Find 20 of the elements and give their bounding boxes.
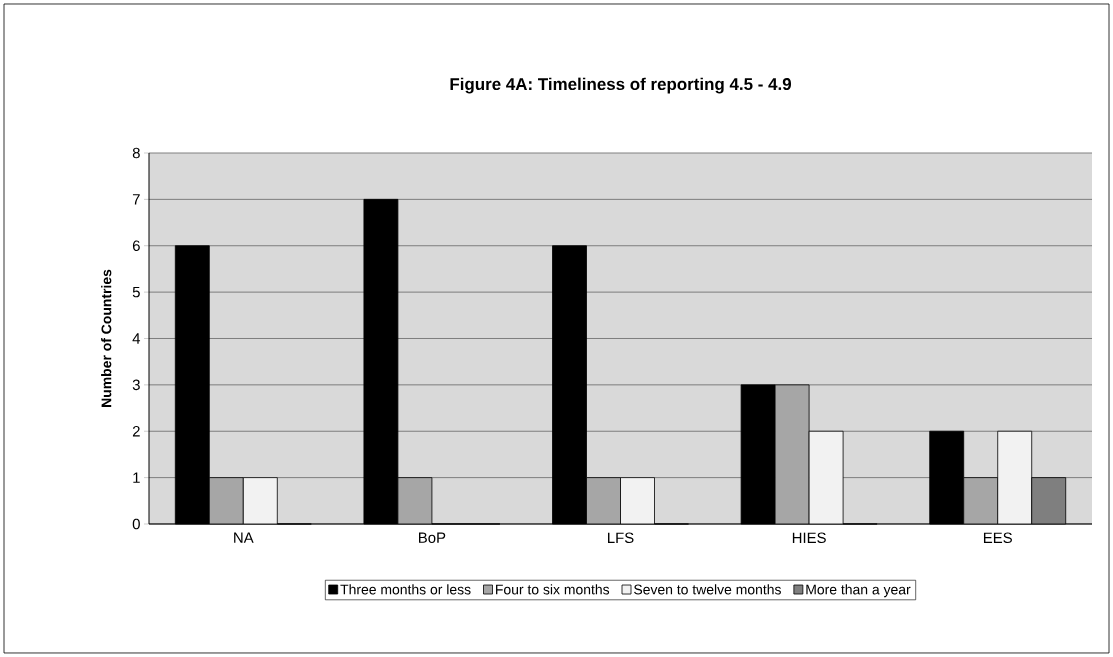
- legend-label: Four to six months: [496, 584, 610, 595]
- y-tick-label: 5: [132, 286, 140, 298]
- chart-title: Figure 4A: Timeliness of reporting 4.5 - 4.9: [450, 77, 792, 94]
- legend-label: More than a year: [806, 584, 911, 598]
- legend-label: Three months or less: [340, 584, 471, 595]
- legend-label: Seven to twelve months: [634, 584, 781, 595]
- y-tick-label: 8: [132, 147, 140, 159]
- y-tick-label: 0: [132, 518, 140, 530]
- x-tick-label: LFS: [608, 532, 634, 544]
- y-tick-label: 1: [133, 472, 140, 483]
- y-tick-label: 6: [132, 240, 140, 252]
- y-axis-title: Number of Countries: [101, 269, 112, 407]
- y-tick-label: 3: [132, 379, 140, 391]
- y-tick-label: 7: [132, 194, 140, 205]
- x-tick-label: EES: [983, 532, 1012, 544]
- x-tick-label: BoP: [419, 532, 446, 543]
- y-tick-label: 4: [132, 333, 141, 344]
- x-tick-label: NA: [234, 532, 254, 543]
- y-tick-label: 2: [132, 426, 140, 437]
- x-tick-label: HIES: [792, 532, 826, 544]
